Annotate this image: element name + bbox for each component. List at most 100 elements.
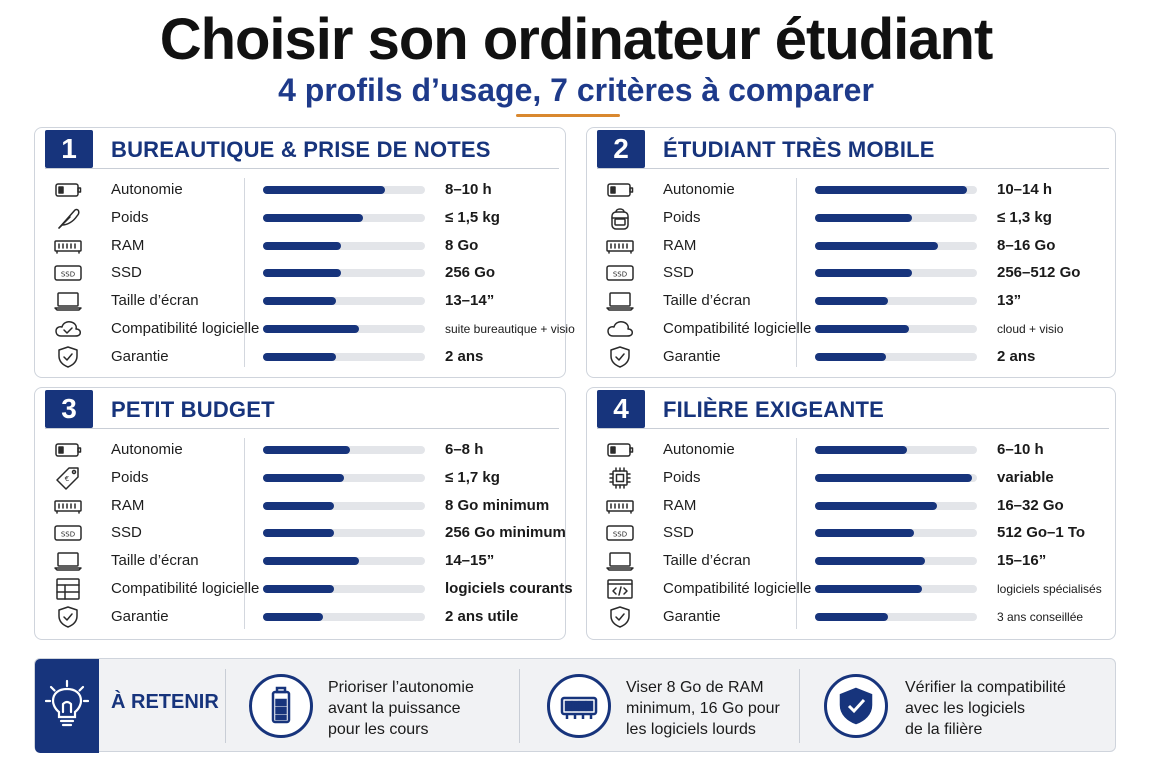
battery-icon xyxy=(605,178,635,202)
criterion-value: 8 Go xyxy=(445,236,479,254)
criterion-row: Compatibilité logicielle logiciels coura… xyxy=(35,575,573,603)
level-bar-fill xyxy=(263,324,359,333)
criterion-value: 8 Go minimum xyxy=(445,496,550,514)
criterion-row: Compatibilité logicielle cloud + visio xyxy=(587,315,1115,343)
criterion-value: 16–32 Go xyxy=(997,496,1064,514)
profile-number: 2 xyxy=(597,130,645,168)
ram-icon xyxy=(605,234,635,258)
shield-check-icon xyxy=(605,345,635,369)
level-bar-fill xyxy=(263,269,341,278)
svg-text:SSD: SSD xyxy=(61,531,75,539)
criterion-value: ≤ 1,5 kg xyxy=(445,208,500,226)
ram-icon xyxy=(547,674,611,738)
criterion-row: Taille d’écran 15–16” xyxy=(587,547,1115,575)
tip-line: pour les cours xyxy=(328,721,429,738)
shield-check-icon xyxy=(605,605,635,629)
criterion-label: Compatibilité logicielle xyxy=(111,319,260,337)
tip-line: Viser 8 Go de RAM xyxy=(626,679,764,696)
level-bar-fill xyxy=(263,473,344,482)
column-divider xyxy=(244,438,245,629)
ram-icon xyxy=(53,494,83,518)
criterion-label: RAM xyxy=(111,496,145,514)
criterion-value: 10–14 h xyxy=(997,181,1053,198)
criterion-value: 13” xyxy=(997,292,1022,310)
level-bar-fill xyxy=(815,352,886,361)
level-bar-track xyxy=(815,269,977,278)
criterion-value: cloud + visio xyxy=(997,321,1064,336)
laptop-icon xyxy=(53,289,83,313)
criterion-row: RAM 8 Go minimum xyxy=(35,492,565,520)
laptop-icon xyxy=(605,289,635,313)
criterion-label: Taille d’écran xyxy=(663,292,751,310)
ssd-icon: SSD xyxy=(605,261,635,285)
level-bar-fill xyxy=(263,612,323,621)
criterion-value: 3 ans conseillée xyxy=(997,609,1084,624)
page-title: Choisir son ordinateur étudiant xyxy=(159,7,994,72)
criterion-row: Compatibilité logicielle logiciels spéci… xyxy=(587,575,1115,603)
level-bar-track xyxy=(263,213,425,222)
level-bar-track xyxy=(263,269,425,278)
card-header: 4 FILIÈRE EXIGEANTE xyxy=(587,388,1115,430)
subtitle-underline xyxy=(516,114,620,117)
divider xyxy=(225,669,226,743)
criterion-value: logiciels spécialisés xyxy=(997,581,1102,596)
level-bar-track xyxy=(263,186,425,194)
criterion-value: 2 ans xyxy=(997,347,1036,365)
criterion-row: RAM 8–16 Go xyxy=(587,232,1115,260)
criterion-value: 2 ans xyxy=(445,347,484,365)
price-tag-icon: € xyxy=(53,466,83,490)
svg-text:SSD: SSD xyxy=(61,271,75,279)
level-bar-track xyxy=(815,352,977,361)
svg-text:SSD: SSD xyxy=(613,271,627,279)
criterion-value: 13–14” xyxy=(445,292,495,310)
level-bar-fill xyxy=(815,446,907,454)
criterion-row: RAM 16–32 Go xyxy=(587,492,1115,520)
criterion-value: 6–8 h xyxy=(445,441,484,458)
level-bar-fill xyxy=(815,584,922,593)
criterion-value: 6–10 h xyxy=(997,441,1044,458)
level-bar-track xyxy=(263,297,425,306)
tip-line: Prioriser l’autonomie xyxy=(328,679,474,696)
criterion-row: Poids ≤ 1,3 kg xyxy=(587,204,1115,232)
level-bar-track xyxy=(815,324,977,333)
battery-icon xyxy=(53,438,83,462)
chip-icon xyxy=(605,466,635,490)
level-bar-track xyxy=(263,241,425,250)
level-bar-fill xyxy=(263,529,334,538)
criterion-label: RAM xyxy=(663,496,697,514)
level-bar-fill xyxy=(815,186,967,194)
criteria-list: Autonomie 8–10 h Poids ≤ 1,5 kg RAM 8 Go… xyxy=(35,176,575,371)
level-bar-fill xyxy=(815,473,972,482)
header-rule xyxy=(597,168,1109,169)
profile-title: FILIÈRE EXIGEANTE xyxy=(663,397,884,422)
level-bar-fill xyxy=(815,529,914,538)
tip-line: Vérifier la compatibilité xyxy=(905,679,1066,696)
level-bar-track xyxy=(815,446,977,454)
level-bar-fill xyxy=(815,241,938,250)
criterion-value: suite bureautique + visio xyxy=(445,321,575,336)
criterion-label: Poids xyxy=(663,468,701,486)
criterion-row: Taille d’écran 13” xyxy=(587,287,1115,315)
lightbulb-icon xyxy=(35,659,99,753)
laptop-icon xyxy=(605,549,635,573)
card-header: 2 ÉTUDIANT TRÈS MOBILE xyxy=(587,128,1115,170)
level-bar-track xyxy=(815,297,977,306)
level-bar-track xyxy=(815,612,977,621)
header-rule xyxy=(597,428,1109,429)
criterion-row: SSD SSD 512 Go–1 To xyxy=(587,519,1115,547)
ssd-icon: SSD xyxy=(605,521,635,545)
criteria-list: Autonomie 10–14 h Poids ≤ 1,3 kg RAM 8–1… xyxy=(587,176,1115,371)
level-bar-fill xyxy=(263,557,359,566)
tip-line: avant la puissance xyxy=(328,700,461,717)
ssd-icon: SSD xyxy=(53,261,83,285)
column-divider xyxy=(244,178,245,367)
criterion-row: Garantie 2 ans xyxy=(35,343,565,371)
battery-icon xyxy=(53,178,83,202)
criterion-row: Compatibilité logicielle suite bureautiq… xyxy=(35,315,575,343)
criteria-list: Autonomie 6–10 h Poids variable RAM 16–3… xyxy=(587,436,1115,631)
criterion-label: Poids xyxy=(111,468,149,486)
profile-number: 4 xyxy=(597,390,645,428)
criterion-value: 8–16 Go xyxy=(997,236,1056,254)
criterion-label: Garantie xyxy=(111,607,169,625)
battery-icon xyxy=(249,674,313,738)
